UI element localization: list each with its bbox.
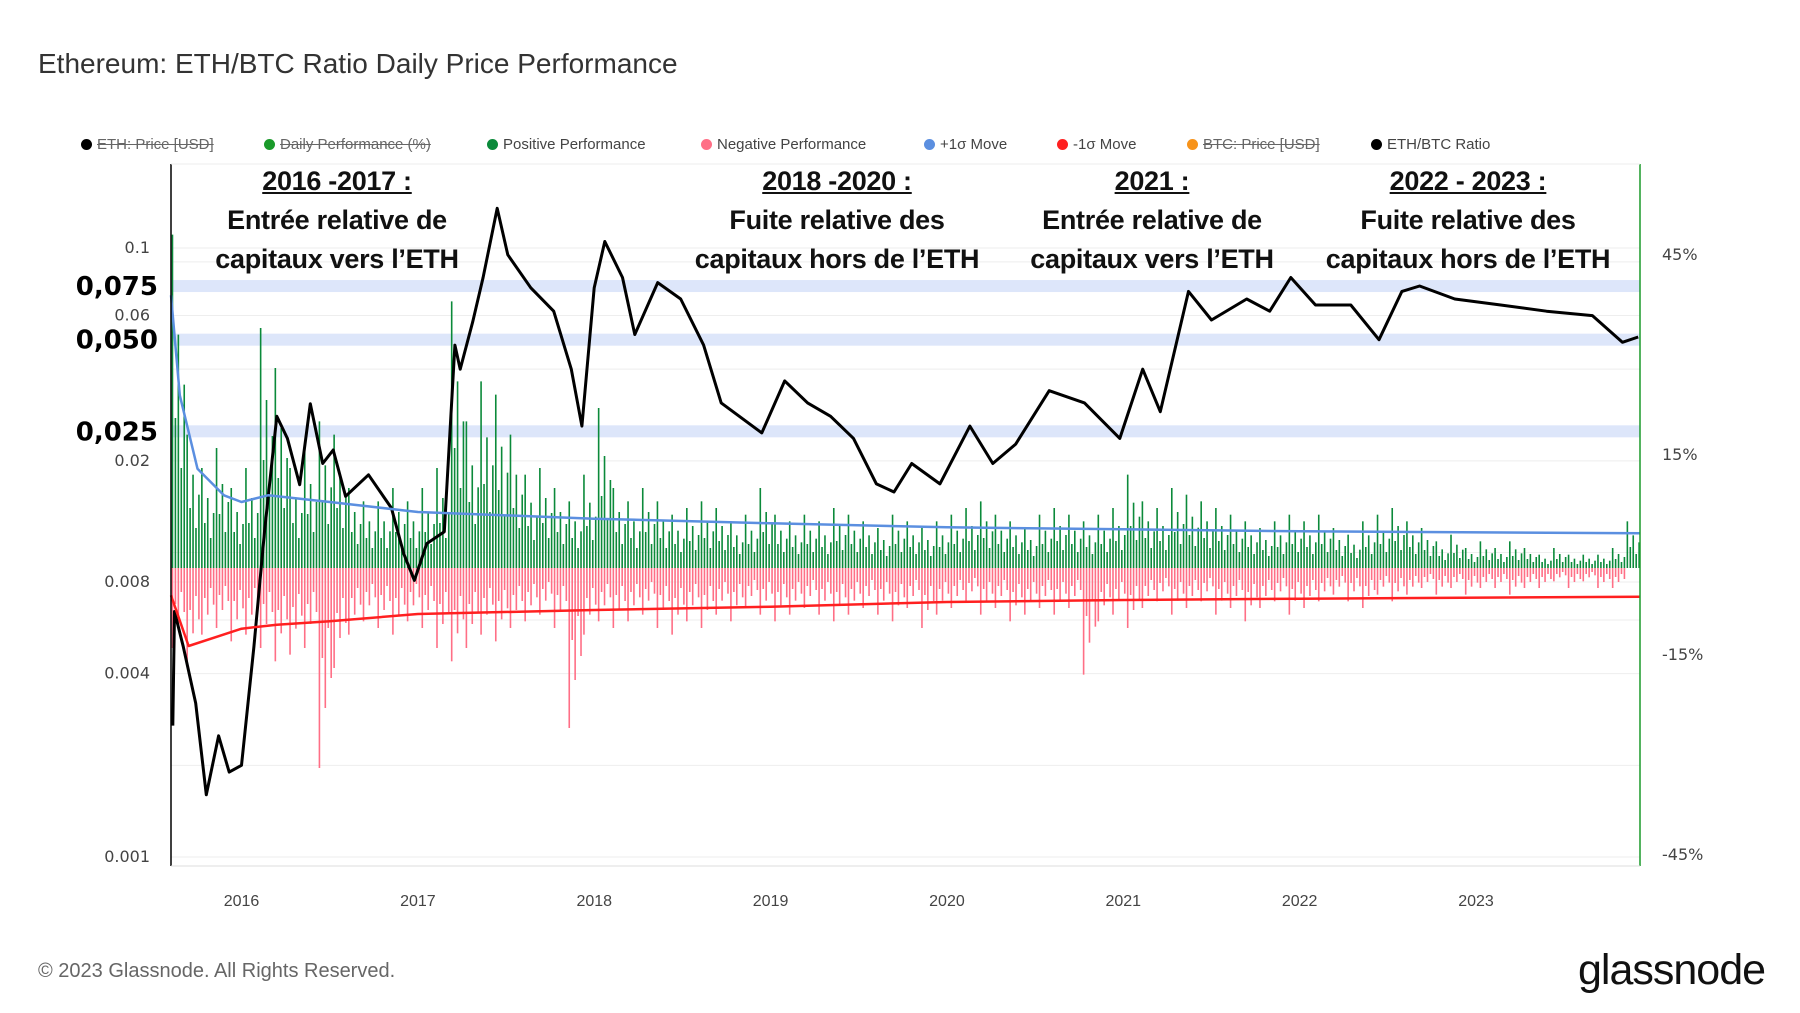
x-tick-label: 2022 — [1282, 893, 1318, 910]
right-tick-label: -45% — [1662, 845, 1703, 864]
annotation-2016-2017: 2016 -2017 : Entrée relative de capitaux… — [215, 162, 459, 279]
level-label: 0,075 — [76, 272, 158, 302]
series-line--1-move — [169, 295, 1641, 535]
annotation-text: capitaux vers l’ETH — [1030, 244, 1274, 274]
right-tick-label: -15% — [1662, 645, 1703, 664]
glassnode-logo: glassnode — [1578, 946, 1766, 994]
annotation-text: Fuite relative des — [729, 205, 945, 235]
annotation-header: 2022 - 2023 : — [1389, 166, 1547, 196]
level-band — [171, 280, 1640, 293]
series-line-eth-btc-ratio — [171, 206, 1639, 797]
x-tick-label: 2023 — [1458, 893, 1494, 910]
legend: ETH: Price [USD] Daily Performance (%) P… — [0, 136, 1800, 156]
legend-item-eth-btc-ratio[interactable]: ETH/BTC Ratio — [1371, 136, 1490, 153]
level-band — [171, 333, 1640, 346]
legend-dot-icon — [81, 139, 92, 150]
legend-dot-icon — [1371, 139, 1382, 150]
series-line--1-move — [169, 594, 1641, 648]
legend-item-negative-performance[interactable]: Negative Performance — [701, 136, 866, 153]
annotation-text: Fuite relative des — [1360, 205, 1576, 235]
level-band — [171, 425, 1640, 438]
annotation-text: Entrée relative de — [1042, 205, 1262, 235]
annotation-text: capitaux vers l’ETH — [215, 244, 459, 274]
chart-title: Ethereum: ETH/BTC Ratio Daily Price Perf… — [38, 48, 678, 79]
legend-item-btc-price[interactable]: BTC: Price [USD] — [1187, 136, 1320, 153]
x-tick-label: 2016 — [224, 893, 260, 910]
left-tick-label: 0.008 — [104, 572, 150, 591]
legend-dot-icon — [1057, 139, 1068, 150]
copyright: © 2023 Glassnode. All Rights Reserved. — [38, 960, 396, 982]
left-tick-label: 0.02 — [114, 451, 150, 470]
left-tick-label: 0.001 — [104, 847, 150, 866]
x-tick-label: 2020 — [929, 893, 965, 910]
annotation-text: capitaux hors de l’ETH — [1325, 244, 1611, 274]
x-tick-label: 2021 — [1105, 893, 1141, 910]
x-tick-label: 2017 — [400, 893, 436, 910]
legend-dot-icon — [264, 139, 275, 150]
annotation-header: 2016 -2017 : — [262, 166, 412, 196]
right-tick-label: 45% — [1662, 245, 1698, 264]
annotation-header: 2021 : — [1114, 166, 1190, 196]
annotation-2021: 2021 : Entrée relative de capitaux vers … — [1030, 162, 1274, 279]
annotation-2022-2023: 2022 - 2023 : Fuite relative des capitau… — [1325, 162, 1611, 279]
level-label: 0,025 — [76, 417, 158, 447]
legend-item-daily-performance[interactable]: Daily Performance (%) — [264, 136, 431, 153]
legend-item-eth-price[interactable]: ETH: Price [USD] — [81, 136, 214, 153]
legend-item-minus-1-sigma[interactable]: -1σ Move — [1057, 136, 1136, 153]
level-label: 0,050 — [76, 326, 158, 356]
legend-dot-icon — [701, 139, 712, 150]
right-tick-label: 15% — [1662, 445, 1698, 464]
left-tick-label: 0.1 — [125, 238, 150, 257]
legend-dot-icon — [1187, 139, 1198, 150]
annotation-header: 2018 -2020 : — [762, 166, 912, 196]
annotation-text: capitaux hors de l’ETH — [694, 244, 980, 274]
legend-item-positive-performance[interactable]: Positive Performance — [487, 136, 646, 153]
x-tick-label: 2019 — [753, 893, 789, 910]
annotation-text: Entrée relative de — [227, 205, 447, 235]
left-tick-label: 0.06 — [114, 306, 150, 325]
annotation-2018-2020: 2018 -2020 : Fuite relative des capitaux… — [694, 162, 980, 279]
x-tick-label: 2018 — [576, 893, 612, 910]
legend-item-plus-1-sigma[interactable]: +1σ Move — [924, 136, 1007, 153]
legend-dot-icon — [487, 139, 498, 150]
left-tick-label: 0.004 — [104, 664, 150, 683]
legend-dot-icon — [924, 139, 935, 150]
